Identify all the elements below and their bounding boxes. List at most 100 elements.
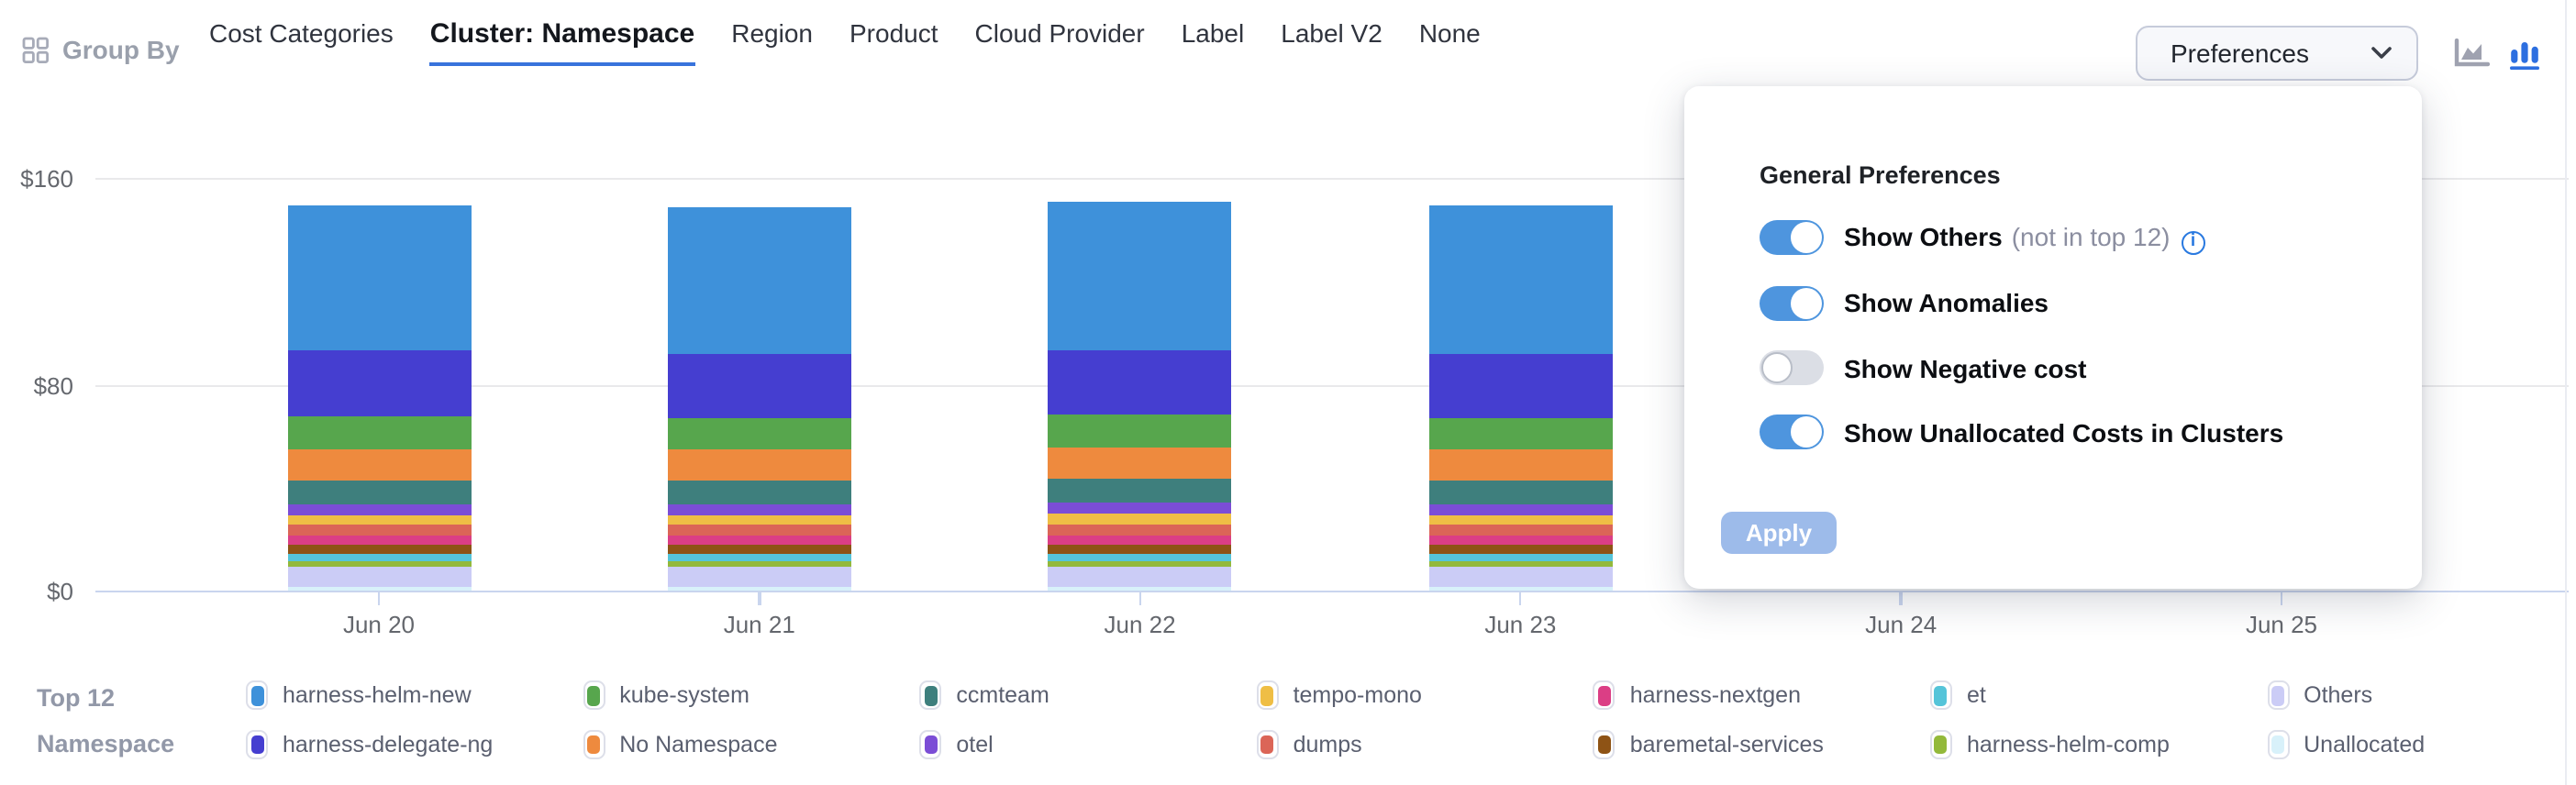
legend-swatch xyxy=(1593,729,1616,759)
info-icon[interactable]: i xyxy=(2181,230,2205,254)
tab-product[interactable]: Product xyxy=(849,18,938,48)
tab-region[interactable]: Region xyxy=(731,18,813,48)
bar-segment-dumps[interactable] xyxy=(1428,525,1613,536)
bar-segment-harness-delegate-ng[interactable] xyxy=(287,350,471,417)
tab-label[interactable]: Label xyxy=(1181,18,1245,48)
bar-segment-baremetal-services[interactable] xyxy=(667,545,851,555)
x-axis-tick xyxy=(1518,592,1522,604)
bar-segment-harness-nextgen[interactable] xyxy=(1428,536,1613,546)
toggle-show-anomalies[interactable] xyxy=(1760,285,1824,320)
bar-segment-et[interactable] xyxy=(287,554,471,561)
bar-segment-no-namespace[interactable] xyxy=(287,449,471,481)
tab-cluster-namespace[interactable]: Cluster: Namespace xyxy=(429,18,695,66)
bar-segment-harness-helm-new[interactable] xyxy=(287,205,471,351)
toggle-show-negative-cost[interactable] xyxy=(1760,350,1824,385)
area-chart-icon[interactable] xyxy=(2453,39,2490,70)
bar-segment-others[interactable] xyxy=(1048,567,1232,587)
bar-segment-unallocated[interactable] xyxy=(1428,586,1613,590)
bar-segment-unallocated[interactable] xyxy=(667,586,851,590)
legend-item-harness-nextgen[interactable]: harness-nextgen xyxy=(1593,671,1930,720)
bar-segment-otel[interactable] xyxy=(667,503,851,515)
bar-segment-others[interactable] xyxy=(667,567,851,587)
legend-item-harness-delegate-ng[interactable]: harness-delegate-ng xyxy=(246,720,583,768)
bar-segment-et[interactable] xyxy=(1428,554,1613,561)
bar-segment-harness-delegate-ng[interactable] xyxy=(1048,349,1232,415)
bar-segment-tempo-mono[interactable] xyxy=(1428,515,1613,525)
bar-segment-harness-delegate-ng[interactable] xyxy=(1428,354,1613,418)
legend-item-harness-helm-new[interactable]: harness-helm-new xyxy=(246,671,583,720)
bar-segment-otel[interactable] xyxy=(287,503,471,515)
bar-segment-kube-system[interactable] xyxy=(1048,415,1232,448)
tab-none[interactable]: None xyxy=(1418,18,1481,48)
tab-cloud-provider[interactable]: Cloud Provider xyxy=(974,18,1145,48)
bar-segment-baremetal-services[interactable] xyxy=(1428,545,1613,555)
legend-item-unallocated[interactable]: Unallocated xyxy=(2267,720,2576,768)
bar-segment-ccmteam[interactable] xyxy=(1428,480,1613,504)
bar-segment-harness-nextgen[interactable] xyxy=(667,536,851,546)
legend-item-ccmteam[interactable]: ccmteam xyxy=(919,671,1256,720)
bar-segment-harness-nextgen[interactable] xyxy=(1048,535,1232,546)
bar-segment-dumps[interactable] xyxy=(667,525,851,536)
legend-item-harness-helm-comp[interactable]: harness-helm-comp xyxy=(1929,720,2267,768)
bar-segment-no-namespace[interactable] xyxy=(1048,448,1232,479)
bar-segment-harness-helm-comp[interactable] xyxy=(1428,560,1613,568)
bar-jun-21[interactable] xyxy=(667,207,851,590)
bar-segment-harness-helm-comp[interactable] xyxy=(1048,560,1232,568)
x-axis-label-jun-25: Jun 25 xyxy=(2245,611,2318,638)
bar-segment-et[interactable] xyxy=(1048,553,1232,561)
bar-segment-baremetal-services[interactable] xyxy=(1048,545,1232,554)
bar-segment-tempo-mono[interactable] xyxy=(287,514,471,525)
bar-segment-ccmteam[interactable] xyxy=(1048,478,1232,503)
bar-segment-baremetal-services[interactable] xyxy=(287,545,471,555)
bar-segment-harness-helm-comp[interactable] xyxy=(667,560,851,568)
bar-segment-dumps[interactable] xyxy=(287,525,471,536)
legend-item-others[interactable]: Others xyxy=(2267,671,2576,720)
legend-item-baremetal-services[interactable]: baremetal-services xyxy=(1593,720,1930,768)
legend-item-et[interactable]: et xyxy=(1929,671,2267,720)
gridline-80 xyxy=(95,384,2569,386)
bar-jun-22[interactable] xyxy=(1048,202,1232,590)
bar-segment-others[interactable] xyxy=(287,567,471,587)
bar-segment-no-namespace[interactable] xyxy=(667,449,851,481)
pref-row-show-negative-cost: Show Negative cost xyxy=(1760,350,2087,385)
bar-segment-harness-helm-new[interactable] xyxy=(1428,205,1613,355)
bar-chart-icon[interactable] xyxy=(2506,39,2543,70)
tab-cost-categories[interactable]: Cost Categories xyxy=(209,18,394,48)
bar-segment-unallocated[interactable] xyxy=(287,586,471,590)
bar-segment-harness-nextgen[interactable] xyxy=(287,536,471,546)
legend-swatch xyxy=(246,729,268,759)
bar-segment-harness-helm-new[interactable] xyxy=(1048,202,1232,350)
bar-segment-otel[interactable] xyxy=(1048,502,1232,514)
toggle-show-unallocated-costs-in-clusters[interactable] xyxy=(1760,415,1824,449)
bar-segment-harness-helm-comp[interactable] xyxy=(287,560,471,568)
toggle-show-others[interactable] xyxy=(1760,220,1824,255)
bar-segment-kube-system[interactable] xyxy=(1428,417,1613,450)
bar-segment-tempo-mono[interactable] xyxy=(1048,514,1232,525)
bar-segment-others[interactable] xyxy=(1428,567,1613,587)
preferences-dropdown-button[interactable]: Preferences xyxy=(2136,26,2418,81)
legend-item-no-namespace[interactable]: No Namespace xyxy=(583,720,919,768)
bar-jun-23[interactable] xyxy=(1428,205,1613,590)
bar-segment-kube-system[interactable] xyxy=(287,416,471,449)
legend-item-tempo-mono[interactable]: tempo-mono xyxy=(1256,671,1593,720)
bar-segment-harness-helm-new[interactable] xyxy=(667,207,851,354)
bar-segment-tempo-mono[interactable] xyxy=(667,515,851,525)
bar-segment-et[interactable] xyxy=(667,554,851,561)
bar-segment-unallocated[interactable] xyxy=(1048,586,1232,590)
bar-segment-ccmteam[interactable] xyxy=(287,480,471,504)
bar-segment-no-namespace[interactable] xyxy=(1428,449,1613,481)
legend-item-otel[interactable]: otel xyxy=(919,720,1256,768)
bar-segment-ccmteam[interactable] xyxy=(667,480,851,504)
bar-jun-20[interactable] xyxy=(287,205,471,590)
legend-label: ccmteam xyxy=(956,682,1049,709)
tab-label-v2[interactable]: Label V2 xyxy=(1281,18,1382,48)
bar-segment-dumps[interactable] xyxy=(1048,524,1232,536)
bar-segment-otel[interactable] xyxy=(1428,503,1613,515)
legend-item-dumps[interactable]: dumps xyxy=(1256,720,1593,768)
bar-segment-kube-system[interactable] xyxy=(667,417,851,450)
bar-segment-harness-delegate-ng[interactable] xyxy=(667,353,851,418)
legend-swatch xyxy=(1929,729,1952,759)
legend-item-kube-system[interactable]: kube-system xyxy=(583,671,919,720)
apply-button[interactable]: Apply xyxy=(1721,512,1837,554)
